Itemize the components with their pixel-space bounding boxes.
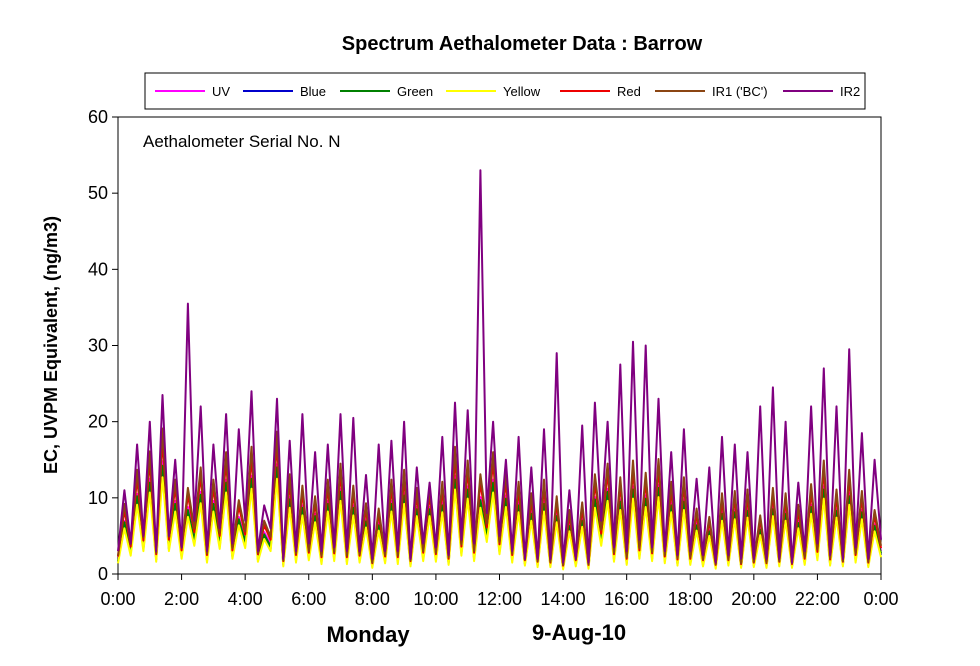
- x-tick-label: 14:00: [541, 589, 586, 609]
- legend-label: Yellow: [503, 84, 541, 99]
- legend-label: Green: [397, 84, 433, 99]
- x-tick-label: 12:00: [477, 589, 522, 609]
- legend-label: Blue: [300, 84, 326, 99]
- x-tick-label: 22:00: [795, 589, 840, 609]
- legend-item-4: Red: [560, 84, 641, 99]
- x-tick-label: 8:00: [355, 589, 390, 609]
- x-tick-label: 2:00: [164, 589, 199, 609]
- series-line-6: [117, 169, 882, 564]
- series-line-3: [117, 476, 882, 571]
- x-tick-label: 0:00: [100, 589, 135, 609]
- legend-label: IR1 ('BC'): [712, 84, 768, 99]
- legend-item-5: IR1 ('BC'): [655, 84, 768, 99]
- y-tick-label: 40: [88, 259, 108, 279]
- series-line-5: [117, 427, 882, 566]
- y-tick-label: 0: [98, 564, 108, 584]
- legend-item-2: Green: [340, 84, 433, 99]
- legend-item-1: Blue: [243, 84, 326, 99]
- legend-item-0: UV: [155, 84, 230, 99]
- legend-item-3: Yellow: [446, 84, 541, 99]
- chart-title: Spectrum Aethalometer Data : Barrow: [342, 33, 703, 55]
- legend: UV Blue Green Yellow Red IR1 ('BC') IR2: [144, 72, 866, 110]
- plot-frame: [117, 116, 882, 575]
- y-tick-label: 50: [88, 183, 108, 203]
- legend-item-6: IR2: [783, 84, 860, 99]
- x-tick-label: 16:00: [604, 589, 649, 609]
- date-label: 9-Aug-10: [532, 620, 626, 645]
- x-tick-label: 6:00: [291, 589, 326, 609]
- serial-annotation: Aethalometer Serial No. N: [143, 132, 340, 151]
- y-tick-label: 10: [88, 488, 108, 508]
- x-tick-label: 10:00: [413, 589, 458, 609]
- plot-area: 0 10 20 30 40 50 60 0:00 2:00 4:00 6:00 8:00 10:00 1…: [88, 107, 899, 609]
- x-tick-label: 20:00: [731, 589, 776, 609]
- y-tick-label: 20: [88, 412, 108, 432]
- y-tick-label: 30: [88, 336, 108, 356]
- day-label: Monday: [326, 622, 410, 647]
- x-tick-label: 18:00: [668, 589, 713, 609]
- x-tick-label: 0:00: [863, 589, 898, 609]
- legend-label: Red: [617, 84, 641, 99]
- legend-label: UV: [212, 84, 230, 99]
- x-tick-label: 4:00: [228, 589, 263, 609]
- y-axis-title: EC, UVPM Equivalent, (ng/m3): [41, 216, 61, 474]
- legend-label: IR2: [840, 84, 860, 99]
- y-tick-label: 60: [88, 107, 108, 127]
